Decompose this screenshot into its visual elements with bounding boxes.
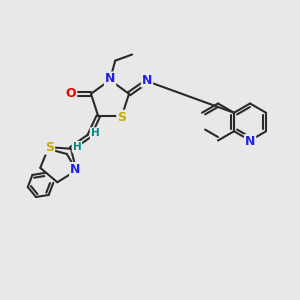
Text: N: N (142, 74, 152, 87)
Text: S: S (117, 111, 126, 124)
Text: N: N (105, 73, 115, 85)
Text: H: H (73, 142, 81, 152)
Text: N: N (245, 135, 255, 148)
Text: N: N (70, 163, 80, 176)
Text: O: O (66, 87, 76, 100)
Text: S: S (45, 141, 54, 154)
Text: H: H (91, 128, 99, 138)
